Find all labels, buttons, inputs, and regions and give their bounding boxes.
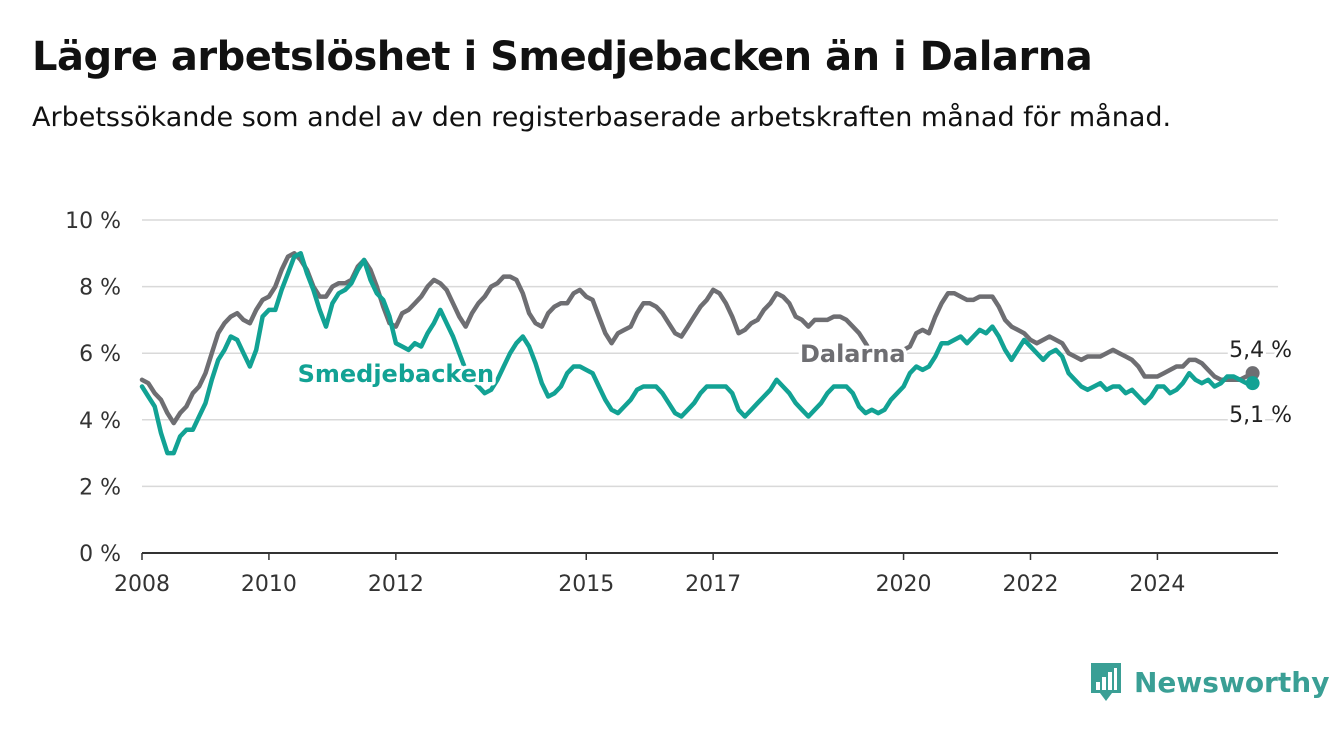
end-value-label-dalarna: 5,4 %	[1229, 338, 1292, 363]
series-label-dalarna: Dalarna	[800, 340, 906, 368]
y-tick-label: 4 %	[79, 409, 121, 434]
x-tick-label: 2024	[1129, 572, 1185, 597]
x-tick-label: 2022	[1002, 572, 1058, 597]
y-tick-label: 2 %	[79, 475, 121, 500]
chart-subtitle: Arbetssökande som andel av den registerb…	[32, 102, 1172, 133]
x-tick-label: 2012	[368, 572, 424, 597]
series-line-dalarna	[139, 251, 1255, 426]
x-tick-label: 2008	[114, 572, 170, 597]
x-tick-label: 2015	[558, 572, 614, 597]
y-tick-label: 8 %	[79, 276, 121, 301]
x-tick-label: 2017	[685, 572, 741, 597]
series-labels: Dalarna Smedjebacken	[294, 337, 909, 392]
y-axis-ticks: 0 % 2 % 4 % 6 % 8 % 10 %	[65, 209, 121, 567]
y-tick-label: 6 %	[79, 342, 121, 367]
y-tick-label: 0 %	[79, 542, 121, 567]
y-tick-label: 10 %	[65, 209, 121, 234]
series-lines	[139, 251, 1255, 456]
bar-chart-logo-icon	[1091, 663, 1121, 701]
series-label-smedjebacken: Smedjebacken	[298, 360, 495, 388]
end-marker-dalarna	[1245, 366, 1260, 381]
gridlines	[142, 219, 1278, 554]
chart-title: Lägre arbetslöshet i Smedjebacken än i D…	[32, 34, 1093, 80]
x-axis-ticks: 2008 2010 2012 2015 2017 2020 2022 2024	[114, 553, 1185, 597]
end-markers: 5,4 % 5,1 %	[1226, 335, 1295, 431]
x-tick-label: 2010	[241, 572, 297, 597]
end-marker-smedjebacken	[1245, 376, 1260, 391]
x-tick-label: 2020	[876, 572, 932, 597]
brand-logo: Newsworthy	[1088, 660, 1329, 704]
brand-name: Newsworthy	[1134, 665, 1330, 699]
series-line-smedjebacken	[139, 251, 1255, 456]
end-value-label-smedjebacken: 5,1 %	[1229, 403, 1292, 428]
